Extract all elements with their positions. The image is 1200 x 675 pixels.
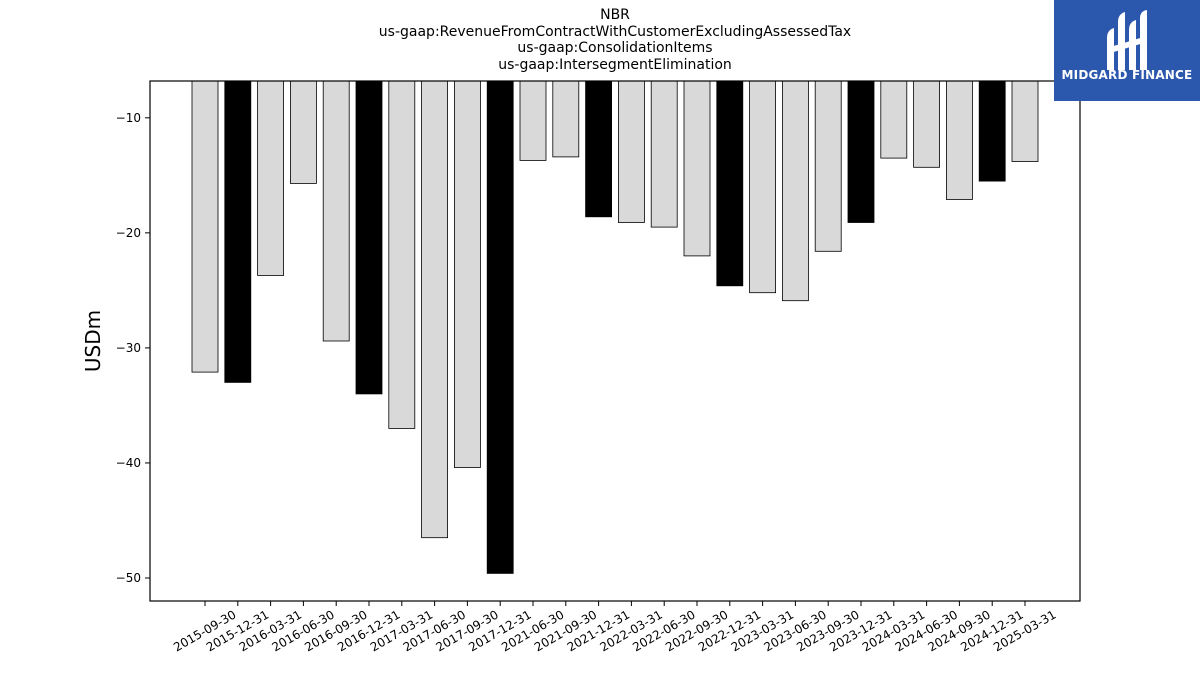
- bar-2016-12-31: [355, 80, 383, 395]
- y-axis-label: USDm: [81, 310, 105, 372]
- bar-2024-06-30: [913, 80, 940, 168]
- bar-2022-03-31: [618, 80, 645, 223]
- bars-group: [191, 80, 1039, 574]
- bar-2015-12-31: [224, 80, 252, 383]
- midgard-finance-logo: MIDGARD FINANCE: [1054, 0, 1200, 101]
- chart-title-line-3: us-gaap:ConsolidationItems: [517, 40, 713, 56]
- x-axis: 2015-09-302015-12-312016-03-312016-06-30…: [171, 601, 1059, 654]
- bar-2017-12-31: [486, 80, 514, 574]
- bar-2016-06-30: [289, 80, 317, 184]
- bar-2022-09-30: [683, 80, 711, 257]
- logo-mark-icon: [1107, 10, 1147, 70]
- bar-2025-03-31: [1011, 80, 1039, 162]
- bar-2015-09-30: [191, 80, 219, 373]
- bar-2023-09-30: [814, 80, 842, 252]
- bar-2023-06-30: [782, 80, 809, 302]
- bar-2024-03-31: [880, 80, 908, 159]
- bar-2016-03-31: [257, 80, 285, 276]
- logo-text: MIDGARD FINANCE: [1061, 68, 1193, 82]
- bar-2017-06-30: [421, 80, 449, 539]
- bar-2022-12-31: [716, 80, 744, 287]
- y-tick-label--40: −40: [116, 456, 141, 470]
- chart-title-line-2: us-gaap:RevenueFromContractWithCustomerE…: [378, 24, 852, 40]
- bar-2021-12-31: [585, 80, 612, 218]
- y-tick-label--20: −20: [116, 226, 141, 240]
- bar-2024-09-30: [946, 80, 973, 200]
- chart-title-line-1: NBR: [600, 7, 630, 23]
- bar-2017-09-30: [453, 80, 481, 468]
- bar-2017-03-31: [388, 80, 416, 429]
- bar-2023-12-31: [847, 80, 875, 223]
- bar-2024-12-31: [978, 80, 1006, 182]
- y-tick-label--10: −10: [116, 111, 141, 125]
- bar-2023-03-31: [749, 80, 776, 294]
- plot-frame: [149, 80, 1081, 602]
- bar-2016-09-30: [322, 80, 350, 342]
- bar-2022-06-30: [650, 80, 678, 228]
- bar-2021-06-30: [519, 80, 547, 161]
- bar-2021-09-30: [552, 80, 580, 158]
- y-tick-label--30: −30: [116, 341, 141, 355]
- y-tick-label--50: −50: [116, 571, 141, 585]
- chart-title-line-4: us-gaap:IntersegmentElimination: [498, 57, 732, 73]
- y-axis: −10 −20 −30 −40 −50: [116, 111, 150, 585]
